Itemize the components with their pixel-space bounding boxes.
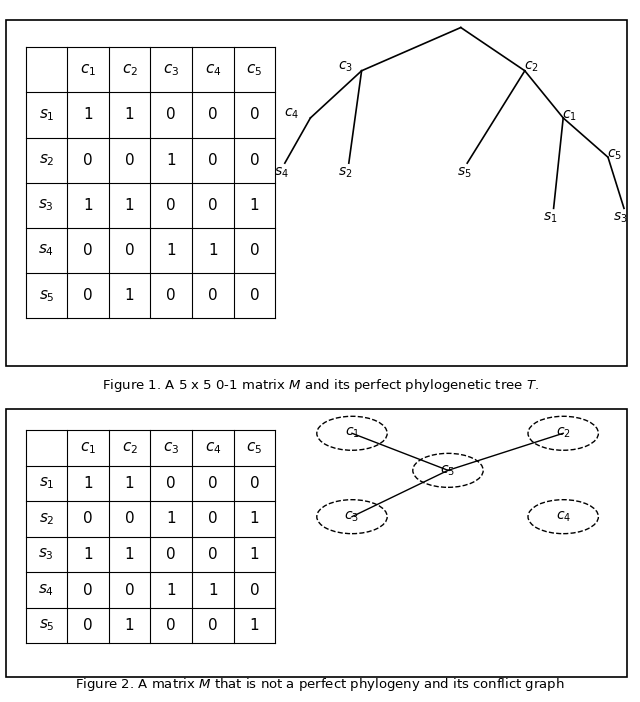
Text: 0: 0: [250, 476, 259, 491]
Text: 0: 0: [166, 618, 176, 633]
Text: 0: 0: [166, 547, 176, 562]
Text: 1: 1: [125, 547, 134, 562]
FancyBboxPatch shape: [6, 20, 627, 366]
Text: $c_1$: $c_1$: [80, 62, 96, 78]
Text: $c_5$: $c_5$: [246, 62, 262, 78]
Text: $c_1$: $c_1$: [344, 426, 360, 440]
Text: 1: 1: [250, 512, 259, 526]
Text: $c_4$: $c_4$: [284, 107, 299, 121]
Text: 1: 1: [125, 198, 134, 213]
Text: 0: 0: [166, 107, 176, 122]
Text: 0: 0: [250, 107, 259, 122]
Text: $s_4$: $s_4$: [38, 243, 54, 258]
Text: 0: 0: [83, 153, 93, 168]
Text: 1: 1: [250, 547, 259, 562]
Text: 0: 0: [208, 547, 218, 562]
FancyBboxPatch shape: [6, 409, 627, 677]
Text: 0: 0: [250, 289, 259, 303]
Text: $c_4$: $c_4$: [205, 440, 221, 456]
Text: 0: 0: [125, 583, 134, 597]
Text: $c_2$: $c_2$: [524, 60, 539, 74]
Text: $s_3$: $s_3$: [614, 211, 628, 225]
Text: 1: 1: [250, 618, 259, 633]
Text: 1: 1: [125, 476, 134, 491]
Text: 0: 0: [83, 583, 93, 597]
Text: $c_2$: $c_2$: [556, 426, 571, 440]
Text: 0: 0: [208, 476, 218, 491]
Text: 0: 0: [208, 512, 218, 526]
Text: $s_1$: $s_1$: [38, 476, 54, 491]
Text: 0: 0: [250, 583, 259, 597]
Text: 1: 1: [83, 547, 93, 562]
Text: $c_2$: $c_2$: [122, 440, 138, 456]
Text: $c_3$: $c_3$: [344, 510, 360, 524]
Text: 1: 1: [166, 153, 176, 168]
Text: 0: 0: [83, 289, 93, 303]
Text: 0: 0: [83, 512, 93, 526]
Text: 0: 0: [125, 153, 134, 168]
Text: $c_5$: $c_5$: [246, 440, 262, 456]
Text: 0: 0: [125, 512, 134, 526]
Text: 0: 0: [166, 289, 176, 303]
Text: $s_5$: $s_5$: [38, 288, 54, 304]
Text: 0: 0: [83, 243, 93, 258]
Text: $s_3$: $s_3$: [38, 547, 54, 562]
Text: 0: 0: [208, 198, 218, 213]
Text: 0: 0: [208, 618, 218, 633]
Text: 1: 1: [166, 243, 176, 258]
Text: 0: 0: [166, 198, 176, 213]
Text: $s_1$: $s_1$: [543, 211, 557, 225]
Text: 1: 1: [125, 107, 134, 122]
Text: 0: 0: [83, 618, 93, 633]
Text: $s_5$: $s_5$: [38, 618, 54, 633]
Text: $c_4$: $c_4$: [205, 62, 221, 78]
Text: 1: 1: [125, 289, 134, 303]
Text: 0: 0: [208, 289, 218, 303]
Text: $c_4$: $c_4$: [556, 510, 571, 524]
Text: $s_1$: $s_1$: [38, 107, 54, 123]
Text: 1: 1: [83, 107, 93, 122]
Text: 1: 1: [166, 583, 176, 597]
Text: $s_4$: $s_4$: [38, 582, 54, 598]
Text: 1: 1: [83, 198, 93, 213]
Text: $s_2$: $s_2$: [38, 511, 54, 526]
Text: 0: 0: [125, 243, 134, 258]
Text: 0: 0: [208, 153, 218, 168]
Text: $c_2$: $c_2$: [122, 62, 138, 78]
Text: 0: 0: [208, 107, 218, 122]
Text: Figure 2. A matrix $M$ that is not a perfect phylogeny and its conflict graph: Figure 2. A matrix $M$ that is not a per…: [75, 676, 565, 693]
Text: 0: 0: [166, 476, 176, 491]
Text: $s_4$: $s_4$: [274, 166, 289, 180]
Text: $s_3$: $s_3$: [38, 197, 54, 213]
Text: 0: 0: [250, 153, 259, 168]
Text: $c_5$: $c_5$: [440, 463, 456, 477]
Text: $c_5$: $c_5$: [607, 148, 622, 162]
Text: 1: 1: [83, 476, 93, 491]
Text: 1: 1: [208, 243, 218, 258]
Text: 1: 1: [208, 583, 218, 597]
Text: $s_2$: $s_2$: [38, 152, 54, 168]
Text: $s_5$: $s_5$: [457, 166, 471, 180]
Text: Figure 1. A 5 x 5 0-1 matrix $M$ and its perfect phylogenetic tree $T$.: Figure 1. A 5 x 5 0-1 matrix $M$ and its…: [102, 377, 538, 394]
Text: $c_1$: $c_1$: [80, 440, 96, 456]
Text: 0: 0: [250, 243, 259, 258]
Text: 1: 1: [125, 618, 134, 633]
Text: $c_1$: $c_1$: [562, 109, 577, 123]
Text: $c_3$: $c_3$: [338, 60, 353, 74]
Text: $c_3$: $c_3$: [163, 62, 179, 78]
Text: 1: 1: [250, 198, 259, 213]
Text: $c_3$: $c_3$: [163, 440, 179, 456]
Text: 1: 1: [166, 512, 176, 526]
Text: $s_2$: $s_2$: [339, 166, 353, 180]
